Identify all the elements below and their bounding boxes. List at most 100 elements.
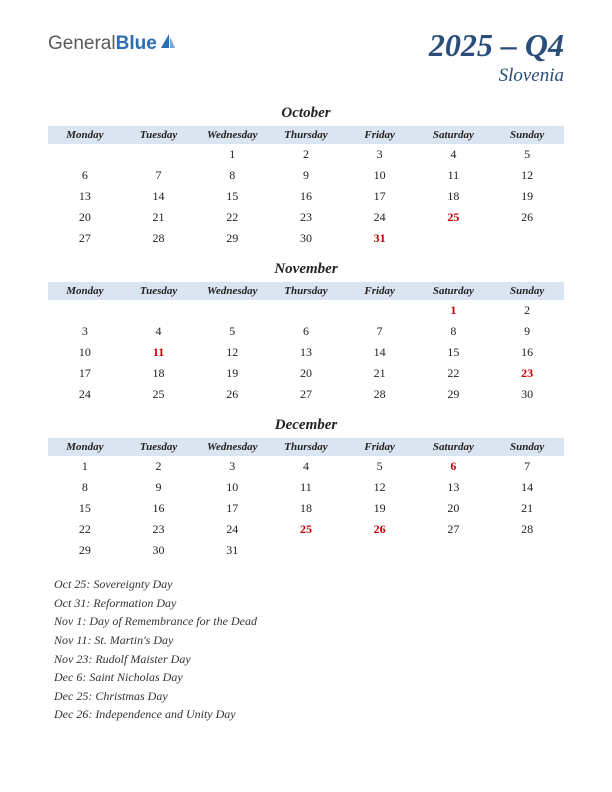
day-header: Wednesday	[195, 282, 269, 300]
calendar-row: 3456789	[48, 321, 564, 342]
day-header: Sunday	[490, 126, 564, 144]
calendar-cell: 9	[490, 321, 564, 342]
calendar-cell: 2	[122, 456, 196, 477]
calendar-cell: 16	[490, 342, 564, 363]
calendar-cell	[343, 540, 417, 561]
calendar-row: 13141516171819	[48, 186, 564, 207]
calendar-cell: 1	[48, 456, 122, 477]
calendar-cell: 12	[490, 165, 564, 186]
calendar-cell	[490, 540, 564, 561]
calendar-cell: 6	[269, 321, 343, 342]
day-header: Friday	[343, 438, 417, 456]
holiday-entry: Nov 11: St. Martin's Day	[54, 631, 564, 650]
calendar-cell: 21	[490, 498, 564, 519]
calendar-row: 12345	[48, 144, 564, 165]
day-header: Saturday	[417, 126, 491, 144]
month-name: December	[48, 417, 564, 434]
calendar-cell: 11	[269, 477, 343, 498]
day-header: Wednesday	[195, 126, 269, 144]
month-block: NovemberMondayTuesdayWednesdayThursdayFr…	[48, 261, 564, 405]
calendar-cell: 13	[48, 186, 122, 207]
page-title: 2025 – Q4	[429, 28, 564, 63]
day-header: Sunday	[490, 282, 564, 300]
calendar-cell: 30	[122, 540, 196, 561]
calendar-cell: 28	[490, 519, 564, 540]
calendar-cell: 21	[343, 363, 417, 384]
calendar-cell: 29	[417, 384, 491, 405]
day-header: Thursday	[269, 438, 343, 456]
calendar-cell: 15	[48, 498, 122, 519]
day-header: Saturday	[417, 438, 491, 456]
calendar-cell	[195, 300, 269, 321]
holiday-entry: Dec 25: Christmas Day	[54, 687, 564, 706]
calendar-cell: 13	[417, 477, 491, 498]
calendar-cell: 31	[195, 540, 269, 561]
day-header: Friday	[343, 126, 417, 144]
calendar-cell: 29	[195, 228, 269, 249]
day-header: Wednesday	[195, 438, 269, 456]
calendar-row: 891011121314	[48, 477, 564, 498]
calendar-cell: 14	[122, 186, 196, 207]
calendar-cell: 18	[269, 498, 343, 519]
month-name: November	[48, 261, 564, 278]
page-subtitle: Slovenia	[429, 65, 564, 87]
calendar-row: 10111213141516	[48, 342, 564, 363]
calendar-cell: 7	[490, 456, 564, 477]
calendar-cell: 13	[269, 342, 343, 363]
calendar-row: 6789101112	[48, 165, 564, 186]
calendar-cell: 9	[122, 477, 196, 498]
calendar-cell	[48, 300, 122, 321]
day-header: Monday	[48, 282, 122, 300]
month-block: December MondayTuesdayWednesdayThursdayFr…	[48, 417, 564, 561]
calendars-container: OctoberMondayTuesdayWednesdayThursdayFri…	[48, 105, 564, 561]
day-header: Monday	[48, 438, 122, 456]
calendar-cell: 8	[195, 165, 269, 186]
calendar-row: 2728293031	[48, 228, 564, 249]
calendar-cell	[417, 540, 491, 561]
holiday-list: Oct 25: Sovereignty DayOct 31: Reformati…	[48, 575, 564, 724]
calendar-cell: 7	[122, 165, 196, 186]
calendar-cell: 23	[122, 519, 196, 540]
calendar-cell: 2	[269, 144, 343, 165]
calendar-cell: 26	[490, 207, 564, 228]
day-header: Tuesday	[122, 438, 196, 456]
calendar-table: MondayTuesdayWednesdayThursdayFridaySatu…	[48, 438, 564, 561]
logo-sail-icon	[159, 32, 177, 54]
calendar-cell: 16	[122, 498, 196, 519]
calendar-cell: 20	[48, 207, 122, 228]
calendar-cell: 24	[195, 519, 269, 540]
day-header: Tuesday	[122, 282, 196, 300]
calendar-cell	[48, 144, 122, 165]
calendar-cell: 18	[417, 186, 491, 207]
calendar-cell: 28	[122, 228, 196, 249]
calendar-cell: 14	[490, 477, 564, 498]
calendar-cell	[122, 144, 196, 165]
calendar-cell: 27	[48, 228, 122, 249]
calendar-cell: 27	[417, 519, 491, 540]
calendar-cell: 11	[417, 165, 491, 186]
day-header: Thursday	[269, 282, 343, 300]
holiday-entry: Dec 26: Independence and Unity Day	[54, 705, 564, 724]
calendar-cell: 26	[195, 384, 269, 405]
calendar-cell	[269, 540, 343, 561]
title-block: 2025 – Q4 Slovenia	[429, 28, 564, 87]
calendar-cell: 7	[343, 321, 417, 342]
calendar-cell	[122, 300, 196, 321]
calendar-row: 15161718192021	[48, 498, 564, 519]
calendar-cell: 15	[195, 186, 269, 207]
calendar-cell: 12	[195, 342, 269, 363]
calendar-cell: 23	[269, 207, 343, 228]
calendar-cell: 20	[269, 363, 343, 384]
calendar-row: 22232425262728	[48, 519, 564, 540]
calendar-cell: 29	[48, 540, 122, 561]
calendar-row: 12	[48, 300, 564, 321]
calendar-cell: 5	[195, 321, 269, 342]
calendar-cell	[269, 300, 343, 321]
calendar-cell: 19	[490, 186, 564, 207]
holiday-entry: Nov 23: Rudolf Maister Day	[54, 650, 564, 669]
calendar-table: MondayTuesdayWednesdayThursdayFridaySatu…	[48, 126, 564, 249]
holiday-entry: Dec 6: Saint Nicholas Day	[54, 668, 564, 687]
calendar-row: 20212223242526	[48, 207, 564, 228]
calendar-cell: 17	[343, 186, 417, 207]
calendar-cell: 15	[417, 342, 491, 363]
